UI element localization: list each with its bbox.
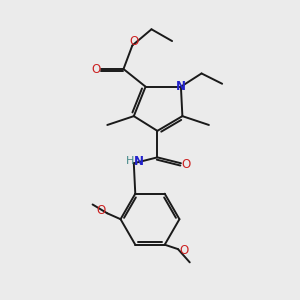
- Text: N: N: [176, 80, 186, 93]
- Text: O: O: [92, 62, 101, 76]
- Text: O: O: [179, 244, 188, 257]
- Text: H: H: [126, 156, 134, 166]
- Text: N: N: [134, 155, 144, 168]
- Text: O: O: [129, 35, 138, 48]
- Text: O: O: [97, 205, 106, 218]
- Text: O: O: [182, 158, 191, 171]
